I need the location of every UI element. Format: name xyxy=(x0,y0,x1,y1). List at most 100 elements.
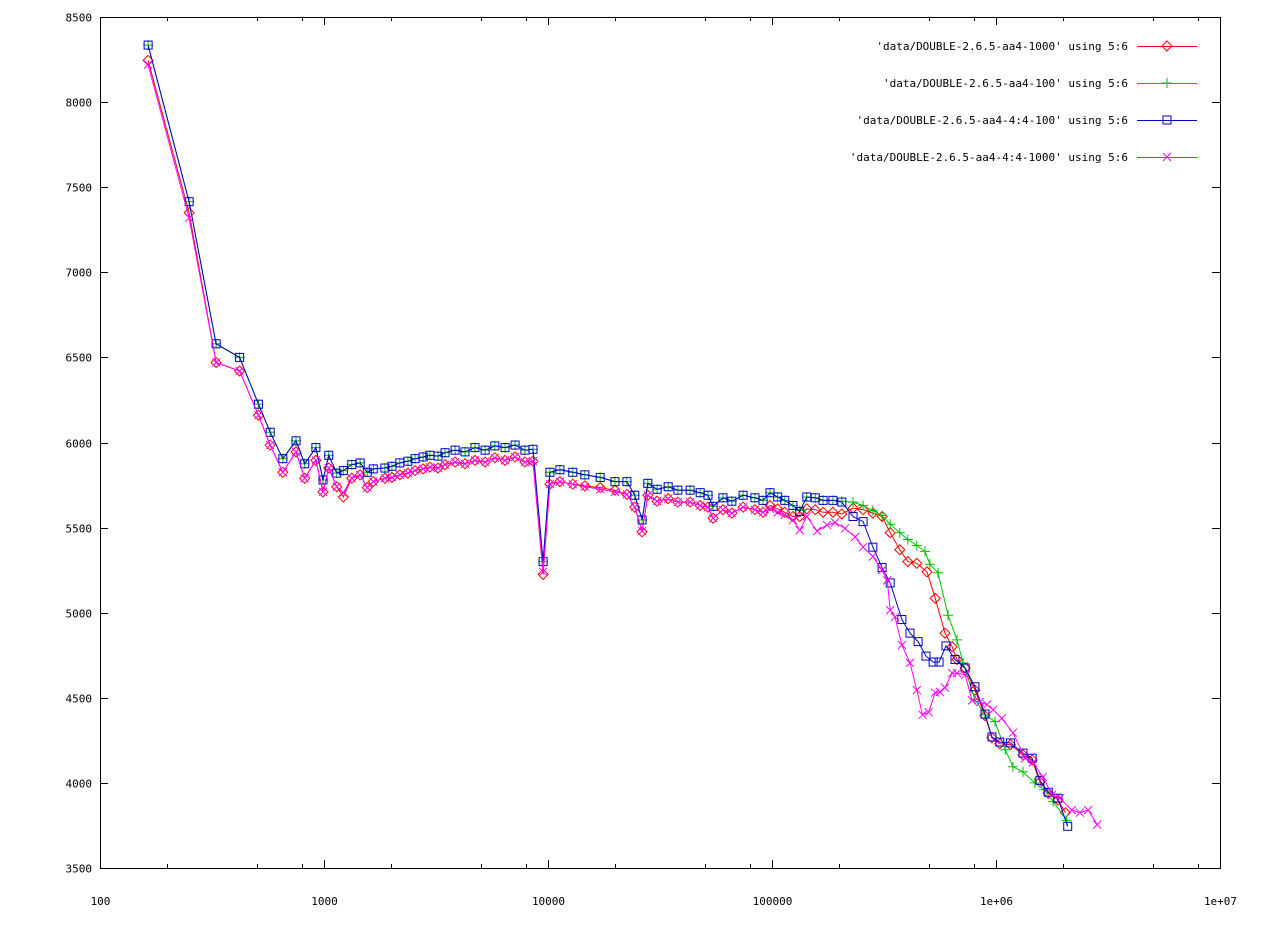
square-marker-icon xyxy=(795,506,805,516)
square-marker-icon xyxy=(758,495,768,505)
diamond-marker-icon xyxy=(717,504,729,516)
diamond-marker-icon xyxy=(337,491,350,503)
square-marker-icon xyxy=(773,492,783,502)
diamond-marker-icon xyxy=(986,732,998,744)
x-tick-label: 1e+06 xyxy=(980,895,1013,908)
diamond-marker-icon xyxy=(979,709,991,722)
plus-marker-icon xyxy=(1018,766,1029,777)
diamond-marker-icon xyxy=(310,454,322,467)
x-marker-icon xyxy=(960,670,970,680)
x-marker-icon xyxy=(663,494,673,504)
plus-marker-icon xyxy=(1162,78,1172,88)
x-marker-icon xyxy=(143,60,153,70)
y-tick-label: 4000 xyxy=(66,778,93,791)
x-tick-label: 100 xyxy=(91,895,111,908)
square-marker-icon xyxy=(253,399,263,409)
diamond-marker-icon xyxy=(894,544,906,556)
x-marker-icon xyxy=(184,213,194,223)
x-marker-icon xyxy=(918,710,927,720)
diamond-marker-icon xyxy=(809,504,821,516)
x-marker-icon xyxy=(750,505,760,515)
square-marker-icon xyxy=(980,709,990,719)
diamond-marker-icon xyxy=(959,662,971,674)
diamond-marker-icon xyxy=(361,481,373,494)
diamond-marker-icon xyxy=(277,466,289,478)
y-tick-label: 3500 xyxy=(66,863,93,876)
x-marker-icon xyxy=(235,366,244,376)
square-marker-icon xyxy=(987,732,997,742)
square-marker-icon xyxy=(703,490,713,500)
x-marker-icon xyxy=(480,457,490,467)
x-marker-icon xyxy=(545,479,555,489)
diamond-marker-icon xyxy=(367,475,380,488)
x-marker-icon xyxy=(765,504,775,514)
y-tick-label: 8000 xyxy=(66,97,93,110)
diamond-marker-icon xyxy=(459,458,471,470)
diamond-marker-icon xyxy=(867,507,879,519)
x-marker-icon xyxy=(840,524,850,533)
plus-marker-icon xyxy=(1000,744,1011,755)
x-marker-icon xyxy=(610,487,620,497)
x-marker-icon xyxy=(1067,805,1077,815)
x-marker-icon xyxy=(652,496,662,506)
square-marker-icon xyxy=(673,485,683,495)
diamond-marker-icon xyxy=(317,486,329,498)
x-marker-icon xyxy=(695,501,705,510)
square-marker-icon xyxy=(921,651,931,661)
y-tick-label: 5000 xyxy=(66,608,93,621)
x-marker-icon xyxy=(924,707,933,717)
square-marker-icon xyxy=(595,472,605,482)
diamond-marker-icon xyxy=(876,510,888,523)
diamond-marker-icon xyxy=(857,504,869,516)
square-marker-icon xyxy=(1053,793,1063,803)
x-marker-icon xyxy=(368,477,378,486)
square-marker-icon xyxy=(950,655,960,665)
diamond-marker-icon xyxy=(939,627,951,639)
x-marker-icon xyxy=(500,456,510,465)
x-marker-icon xyxy=(780,510,790,520)
diamond-marker-icon xyxy=(439,458,451,471)
square-marker-icon xyxy=(685,485,695,495)
diamond-marker-icon xyxy=(499,454,511,467)
series-line xyxy=(147,60,1066,813)
x-marker-icon xyxy=(905,658,915,668)
diamond-marker-icon xyxy=(827,506,839,518)
x-marker-icon xyxy=(622,490,632,499)
x-marker-icon xyxy=(1055,793,1065,803)
x-marker-icon xyxy=(311,456,321,465)
diamond-marker-icon xyxy=(1161,40,1173,52)
square-marker-icon xyxy=(610,477,620,487)
diamond-marker-icon xyxy=(210,356,222,369)
diamond-marker-icon xyxy=(836,508,848,520)
x-marker-icon xyxy=(211,358,221,367)
x-marker-icon xyxy=(727,508,737,518)
x-marker-icon xyxy=(738,502,748,512)
x-marker-icon xyxy=(291,447,301,457)
x-tick-label: 10000 xyxy=(532,895,565,908)
x-marker-icon xyxy=(912,685,922,695)
diamond-marker-icon xyxy=(1052,794,1064,806)
diamond-marker-icon xyxy=(902,555,914,568)
diamond-marker-icon xyxy=(929,592,941,604)
plus-marker-icon xyxy=(867,505,878,516)
x-marker-icon xyxy=(637,526,647,536)
x-marker-icon xyxy=(885,605,895,615)
diamond-marker-icon xyxy=(252,409,265,421)
square-marker-icon xyxy=(143,40,153,50)
square-marker-icon xyxy=(788,500,798,510)
x-marker-icon xyxy=(254,410,263,420)
y-tick-label: 7500 xyxy=(66,182,93,195)
y-tick-label: 5500 xyxy=(66,523,93,536)
square-marker-icon xyxy=(265,427,275,437)
square-marker-icon xyxy=(663,482,673,492)
square-marker-icon xyxy=(960,663,970,673)
x-marker-icon xyxy=(338,488,348,498)
square-marker-icon xyxy=(780,495,790,505)
x-marker-icon xyxy=(822,520,832,530)
y-tick-label: 7000 xyxy=(66,267,93,280)
diamond-marker-icon xyxy=(921,566,933,578)
legend-label: 'data/DOUBLE-2.6.5-aa4-100' using 5:6 xyxy=(883,77,1128,90)
square-marker-icon xyxy=(332,468,342,478)
